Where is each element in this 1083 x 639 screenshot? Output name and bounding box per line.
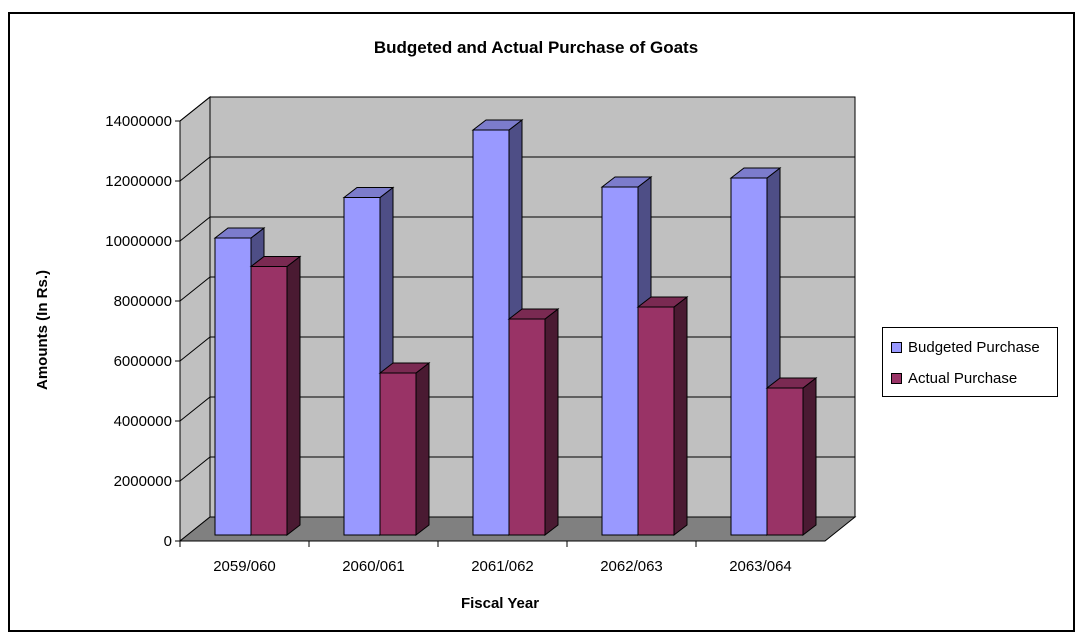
legend-swatch-budgeted [891, 341, 902, 353]
y-axis-label: Amounts (In Rs.) [34, 270, 51, 390]
bar-actual [250, 266, 288, 536]
legend-item-budgeted: Budgeted Purchase [891, 337, 1040, 357]
legend: Budgeted Purchase Actual Purchase [882, 327, 1058, 397]
bar-actual [637, 306, 675, 536]
y-tick-label: 6000000 [114, 353, 172, 370]
gridline [179, 96, 855, 122]
bar-actual [379, 372, 417, 536]
bar-side [544, 307, 559, 537]
bar-budgeted [601, 186, 639, 536]
x-tick-label: 2060/061 [342, 558, 405, 575]
legend-swatch-actual [891, 372, 902, 384]
y-tick-label: 0 [164, 533, 172, 550]
bar-budgeted [214, 237, 252, 536]
bar-side [286, 255, 301, 537]
bar-budgeted [730, 177, 768, 536]
side-wall [179, 95, 211, 543]
bar-side [673, 295, 688, 537]
bar-side [415, 361, 430, 537]
x-tick-label: 2063/064 [729, 558, 792, 575]
y-tick-label: 10000000 [105, 233, 172, 250]
gridline [179, 156, 855, 182]
legend-label-budgeted: Budgeted Purchase [908, 338, 1040, 356]
legend-label-actual: Actual Purchase [908, 369, 1018, 387]
x-axis-label: Fiscal Year [461, 595, 539, 612]
x-tick-label: 2061/062 [471, 558, 534, 575]
y-tick-label: 4000000 [114, 413, 172, 430]
plot-area: 0 2000000 4000000 6000000 8000000 10000000 120… [105, 95, 857, 575]
y-tick-label: 14000000 [105, 113, 172, 130]
bar-budgeted [472, 129, 510, 536]
y-tick-label: 2000000 [114, 473, 172, 490]
bar-side [802, 376, 817, 537]
chart-title: Budgeted and Actual Purchase of Goats [374, 38, 698, 57]
y-tick-label: 8000000 [114, 293, 172, 310]
x-tick-label: 2059/060 [213, 558, 276, 575]
y-tick-label: 12000000 [105, 173, 172, 190]
bar-actual [766, 387, 804, 536]
x-tick-label: 2062/063 [600, 558, 663, 575]
bar-budgeted [343, 197, 381, 536]
legend-item-actual: Actual Purchase [891, 368, 1017, 388]
bar-actual [508, 318, 546, 536]
